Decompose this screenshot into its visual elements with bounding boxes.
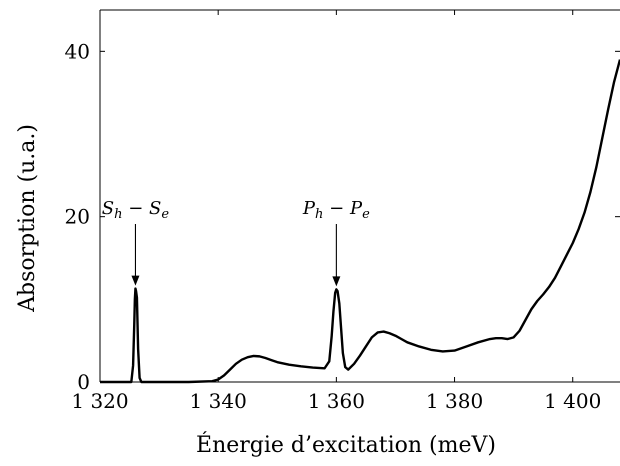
- annotations: Sh − Se Ph − Pe: [102, 198, 370, 287]
- y-axis-label: Absorption (u.a.): [15, 124, 40, 313]
- y-tick-label: 40: [65, 39, 90, 63]
- y-tick-label: 0: [77, 370, 90, 394]
- plot-frame: [99, 9, 620, 383]
- x-tick-label: 1 360: [308, 389, 365, 413]
- x-tick-label: 1 400: [544, 389, 601, 413]
- annotation-label: Sh − Se: [102, 198, 170, 222]
- x-tick-label: 1 380: [426, 389, 483, 413]
- series-line: [100, 59, 620, 384]
- y-tick-label: 20: [65, 205, 90, 229]
- axis-ticks: [99, 10, 620, 383]
- annotation-label: Ph − Pe: [302, 198, 370, 222]
- arrow-head: [332, 276, 341, 287]
- series-group: [100, 59, 620, 384]
- arrow-head: [131, 275, 140, 286]
- tick-labels: 1 320 1 340 1 360 1 380 1 400 0 20 40: [65, 39, 602, 413]
- x-axis-label: Énergie d’excitation (meV): [196, 431, 496, 458]
- x-tick-label: 1 340: [190, 389, 247, 413]
- x-tick-label: 1 320: [71, 389, 128, 413]
